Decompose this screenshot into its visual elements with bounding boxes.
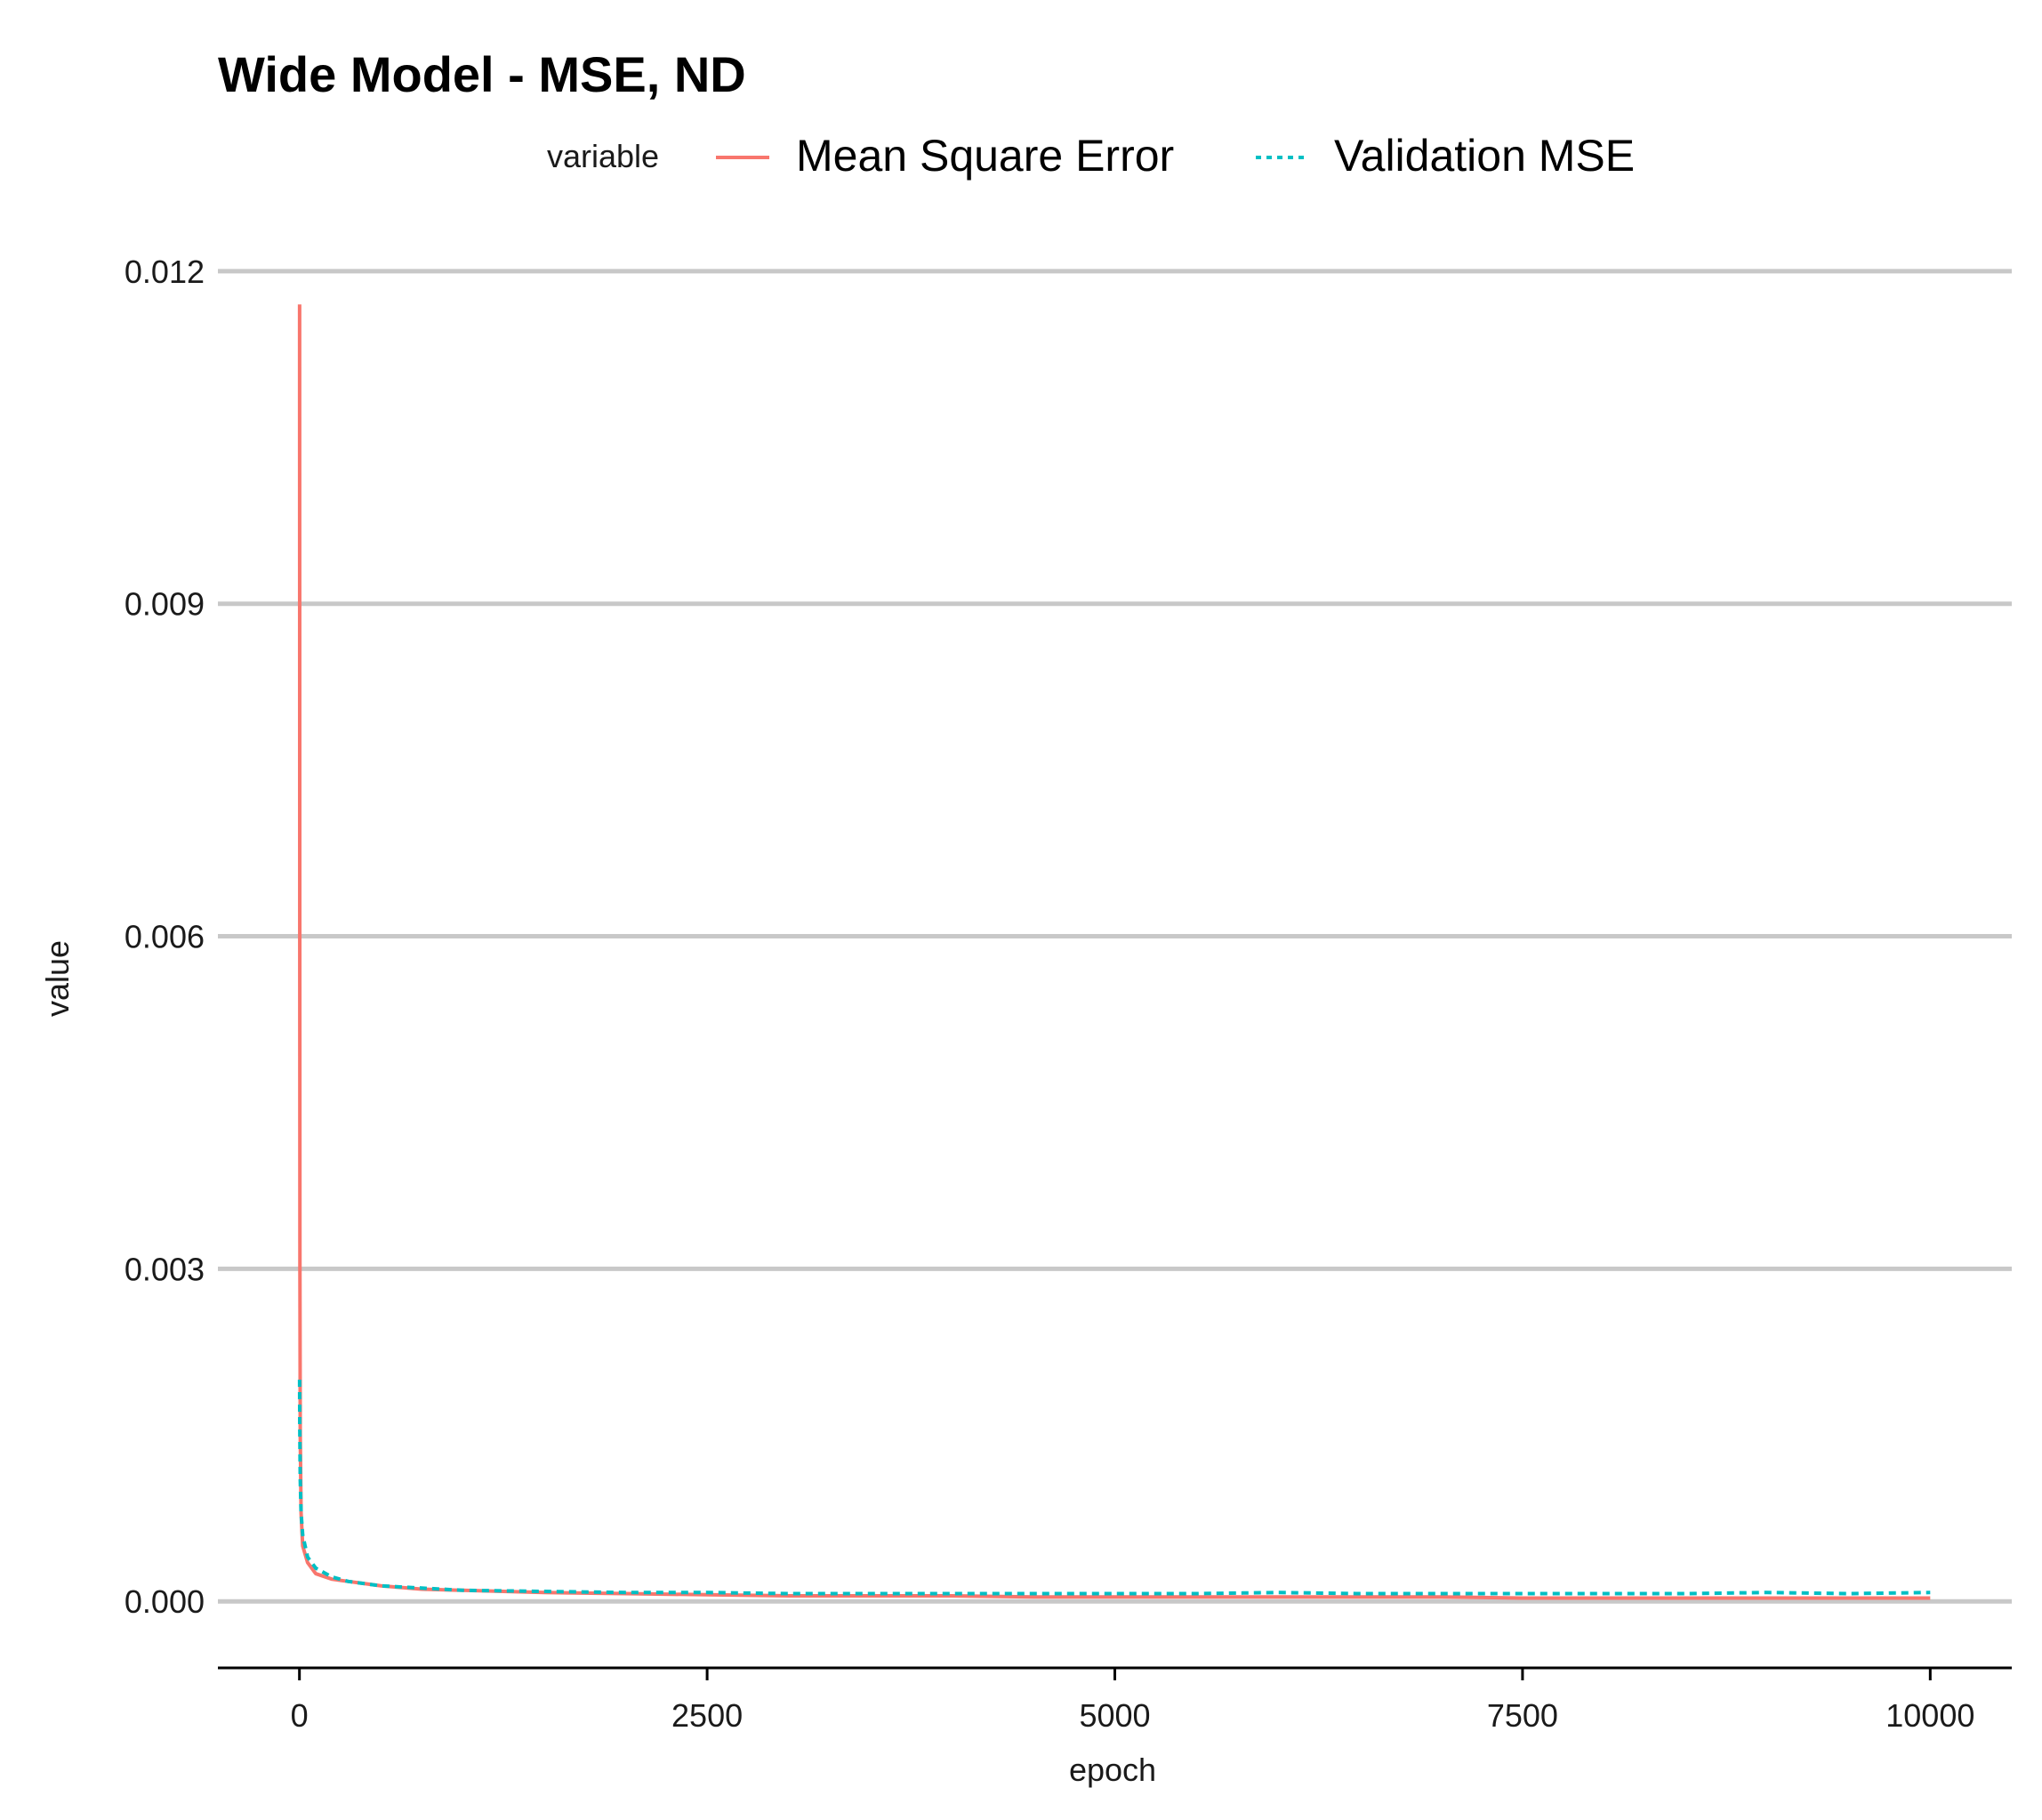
y-tick-label: 0.003 xyxy=(125,1251,205,1287)
x-tick-label: 7500 xyxy=(1487,1697,1558,1734)
legend-title: variable xyxy=(547,138,659,174)
gridlines xyxy=(218,269,2012,1604)
x-axis-label: epoch xyxy=(1069,1752,1156,1788)
legend-label-mse: Mean Square Error xyxy=(796,131,1174,181)
series-line-mean-square-error xyxy=(297,304,1931,1600)
y-tick-label: 0.000 xyxy=(125,1583,205,1620)
series-line-validation-mse xyxy=(297,1379,1931,1596)
chart-title: Wide Model - MSE, ND xyxy=(218,46,746,102)
y-axis: 0.000 0.003 0.006 0.009 0.012 xyxy=(125,254,205,1620)
legend: variable Mean Square Error Validation MS… xyxy=(547,131,1635,181)
y-tick-label: 0.006 xyxy=(125,919,205,955)
y-tick-label: 0.009 xyxy=(125,586,205,623)
x-tick-label: 5000 xyxy=(1079,1697,1150,1734)
x-tick-label: 0 xyxy=(291,1697,309,1734)
y-tick-label: 0.012 xyxy=(125,254,205,290)
y-axis-label: value xyxy=(39,940,76,1017)
x-tick-label: 2500 xyxy=(671,1697,743,1734)
plot-series xyxy=(297,304,1931,1600)
legend-label-validation: Validation MSE xyxy=(1334,131,1635,181)
x-axis: 0 2500 5000 7500 10000 xyxy=(218,1666,2012,1734)
x-tick-label: 10000 xyxy=(1885,1697,1974,1734)
